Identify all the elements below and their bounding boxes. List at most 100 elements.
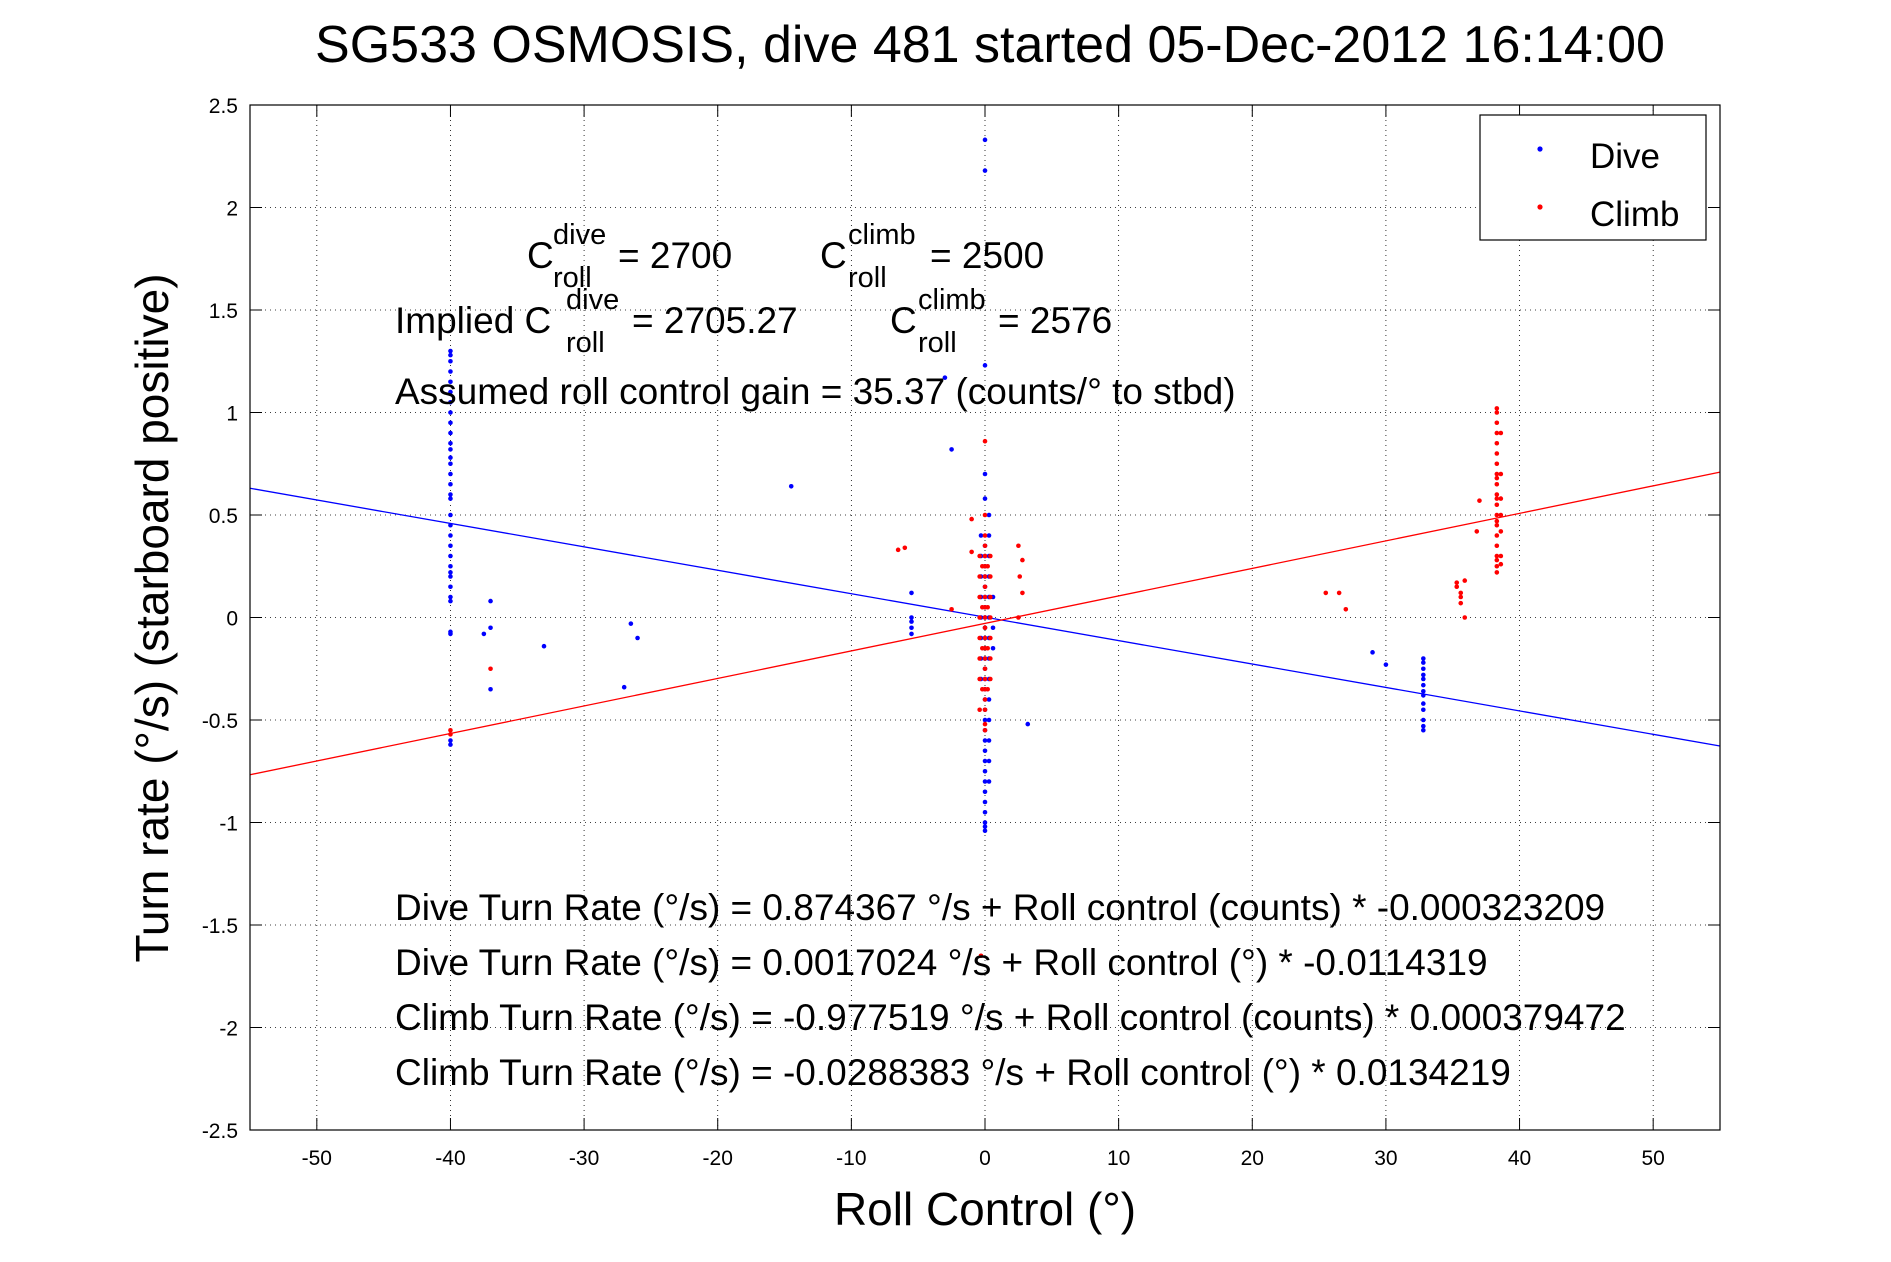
dive-point: [448, 389, 453, 395]
legend-climb-marker: [1537, 204, 1543, 210]
dive-point: [448, 570, 453, 575]
climb-degrees-equation: Climb Turn Rate (°/s) = -0.0288383 °/s +…: [395, 1052, 1511, 1093]
dive-point: [448, 738, 453, 743]
climb-point: [982, 584, 988, 590]
climb-point: [1494, 492, 1500, 497]
dive-point: [982, 789, 988, 795]
climb-point: [1494, 451, 1500, 456]
climb-point: [1494, 496, 1500, 501]
dive-point: [448, 399, 453, 405]
dive-point: [448, 584, 453, 590]
climb-counts-equation: Climb Turn Rate (°/s) = -0.977519 °/s + …: [395, 997, 1626, 1038]
dive-point: [448, 563, 453, 569]
climb-point: [982, 553, 988, 559]
climb-point: [1494, 543, 1500, 549]
climb-point: [982, 666, 988, 672]
climb-point: [1477, 498, 1482, 503]
chart-title: SG533 OSMOSIS, dive 481 started 05-Dec-2…: [315, 16, 1665, 74]
climb-point: [895, 547, 901, 553]
dive-point: [448, 352, 453, 358]
dive-point: [1383, 662, 1389, 667]
climb-point: [1016, 615, 1021, 620]
dive-point: [982, 809, 988, 815]
climb-fit-line: [249, 471, 1721, 776]
c-roll-dive-value: = 2700: [618, 235, 732, 276]
climb-point: [980, 563, 985, 569]
y-axis-label: Turn rate (°/s) (starboard positive): [126, 273, 178, 962]
dive-point: [488, 686, 493, 692]
dive-point: [986, 717, 992, 723]
y-tick-label: 1.5: [209, 300, 238, 323]
legend-box: [1479, 114, 1707, 241]
climb-point: [1494, 461, 1500, 467]
dive-point: [1421, 672, 1426, 678]
climb-point: [985, 686, 990, 692]
legend: Dive Climb: [1479, 114, 1707, 241]
climb-point: [1498, 471, 1504, 477]
dive-point: [982, 824, 988, 829]
dive-point: [1421, 717, 1426, 723]
dive-point: [1421, 689, 1426, 694]
climb-point: [985, 563, 990, 569]
climb-point: [448, 732, 453, 737]
dive-point: [1421, 723, 1426, 729]
climb-point: [1494, 553, 1500, 559]
x-tick-label: 0: [979, 1147, 991, 1170]
dive-point: [986, 512, 992, 518]
dive-point: [982, 779, 988, 784]
c-roll-climb-sub: roll: [848, 262, 887, 294]
dive-point: [448, 631, 453, 637]
dive-point: [990, 645, 996, 651]
dive-point: [982, 828, 988, 833]
y-ticks: 2.5 2 1.5 1 0.5 0 -0.5 -1 -1.5 -2 -2.5: [202, 95, 1720, 1143]
dive-point: [982, 137, 988, 143]
implied-climb-sub: roll: [918, 327, 957, 359]
climb-point: [980, 645, 985, 651]
y-tick-label: 0.5: [209, 505, 238, 528]
implied-dive-value: = 2705.27: [632, 300, 798, 341]
dive-point: [481, 631, 487, 637]
climb-point: [982, 707, 988, 713]
y-tick-label: -1: [219, 813, 238, 836]
climb-point: [985, 645, 990, 651]
climb-point: [977, 656, 982, 661]
climb-point: [1343, 607, 1349, 612]
dive-point: [1421, 701, 1426, 706]
gain-annotation: Assumed roll control gain = 35.37 (count…: [395, 371, 1236, 412]
climb-point: [982, 625, 988, 631]
climb-point: [1498, 496, 1504, 501]
climb-point: [977, 707, 982, 713]
climb-point: [969, 549, 974, 555]
x-tick-label: 40: [1508, 1147, 1531, 1170]
climb-point: [1494, 430, 1500, 436]
y-tick-label: 2.5: [209, 95, 238, 118]
data-points: [448, 137, 1504, 959]
dive-point: [448, 533, 453, 538]
climb-point: [982, 512, 988, 518]
climb-point: [1494, 440, 1500, 446]
dive-point: [909, 619, 914, 624]
implied-prefix: Implied C: [395, 300, 551, 341]
climb-point: [1494, 502, 1500, 508]
dive-point: [909, 631, 914, 637]
dive-point: [986, 738, 992, 743]
climb-point: [1494, 522, 1500, 528]
dive-point: [448, 379, 453, 385]
dive-point: [986, 779, 992, 784]
climb-point: [988, 635, 993, 641]
dive-point: [990, 625, 996, 631]
dive-point: [982, 496, 988, 501]
dive-point: [448, 742, 453, 747]
dive-point: [982, 820, 988, 825]
x-tick-label: 10: [1107, 1147, 1130, 1170]
climb-point: [1323, 590, 1329, 596]
dive-point: [448, 447, 453, 452]
dive-point: [1421, 707, 1426, 713]
climb-point: [977, 635, 982, 641]
climb-point: [1494, 406, 1500, 411]
dive-point: [982, 717, 988, 723]
climb-point: [1458, 590, 1464, 596]
dive-point: [448, 348, 453, 354]
dive-point: [982, 748, 988, 754]
dive-point: [1421, 727, 1426, 733]
